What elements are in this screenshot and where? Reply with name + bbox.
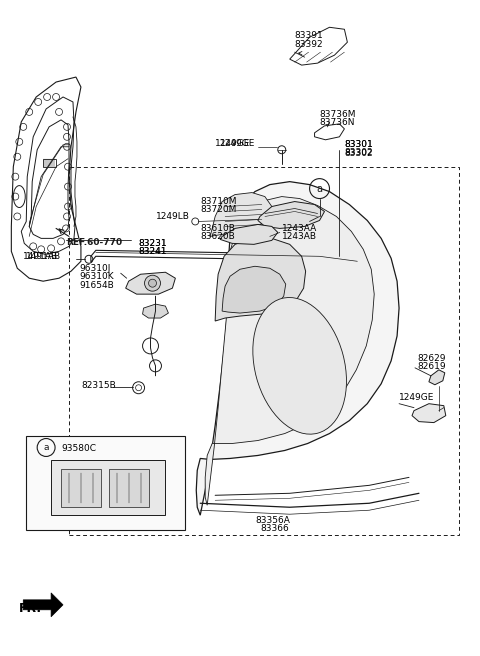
Text: a: a	[43, 443, 49, 452]
Text: 1249GE: 1249GE	[215, 139, 251, 148]
Text: 96310J: 96310J	[79, 264, 110, 273]
Text: 83720M: 83720M	[200, 205, 237, 214]
Text: 83231: 83231	[139, 239, 167, 248]
Circle shape	[144, 276, 160, 291]
Polygon shape	[205, 197, 374, 505]
Text: 83241: 83241	[139, 247, 167, 256]
Text: 83610B: 83610B	[200, 224, 235, 233]
Circle shape	[132, 382, 144, 394]
Text: 93580C: 93580C	[61, 444, 96, 453]
Text: 83620B: 83620B	[200, 232, 235, 241]
Text: 83392: 83392	[295, 40, 324, 49]
Polygon shape	[222, 266, 286, 313]
Text: 83736M: 83736M	[320, 110, 356, 119]
Text: 83366: 83366	[260, 523, 288, 533]
Polygon shape	[126, 272, 175, 294]
Text: 83391: 83391	[295, 31, 324, 40]
Polygon shape	[109, 470, 148, 507]
Text: 83302: 83302	[344, 148, 373, 157]
Polygon shape	[143, 304, 168, 318]
Polygon shape	[61, 470, 101, 507]
Text: 83241: 83241	[139, 247, 167, 256]
Text: 83710M: 83710M	[200, 197, 237, 206]
Polygon shape	[196, 182, 399, 515]
Polygon shape	[220, 224, 278, 244]
Text: FR.: FR.	[19, 602, 42, 615]
Polygon shape	[23, 593, 63, 617]
Text: 1243AB: 1243AB	[282, 232, 317, 241]
Polygon shape	[429, 370, 445, 385]
Text: 83302: 83302	[344, 150, 373, 158]
Text: REF.60-770: REF.60-770	[66, 238, 122, 247]
Text: 96310K: 96310K	[79, 272, 114, 281]
Polygon shape	[51, 461, 166, 515]
Text: 91654B: 91654B	[79, 281, 114, 290]
Text: 82629: 82629	[417, 354, 445, 363]
Ellipse shape	[253, 298, 347, 434]
Text: 1243AA: 1243AA	[282, 224, 317, 233]
Text: 1249LB: 1249LB	[156, 212, 190, 221]
Polygon shape	[412, 403, 446, 422]
Polygon shape	[215, 238, 306, 321]
Text: 83301: 83301	[344, 140, 373, 150]
Polygon shape	[26, 436, 185, 530]
Polygon shape	[210, 193, 272, 236]
Text: 83356A: 83356A	[255, 516, 290, 525]
Circle shape	[148, 279, 156, 287]
Text: 83301: 83301	[344, 140, 373, 150]
Text: 82315B: 82315B	[81, 381, 116, 390]
Polygon shape	[258, 201, 324, 228]
Text: 83736N: 83736N	[320, 118, 355, 127]
Text: 82619: 82619	[417, 362, 445, 371]
Text: 1491AB: 1491AB	[26, 252, 61, 261]
Text: 1249GE: 1249GE	[399, 393, 434, 402]
Text: a: a	[316, 184, 323, 194]
Text: 1249GE: 1249GE	[220, 139, 255, 148]
Text: 1491AB: 1491AB	[23, 252, 59, 261]
Text: 83231: 83231	[139, 239, 167, 248]
